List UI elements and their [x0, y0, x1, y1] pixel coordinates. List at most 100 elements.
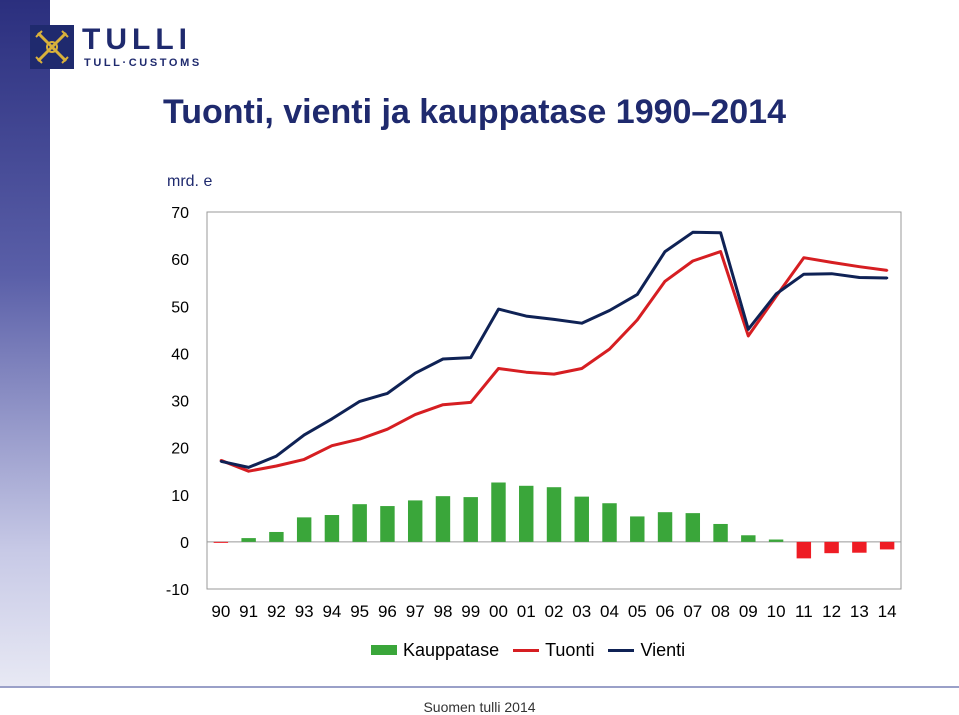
kauppatase-bar [657, 512, 673, 542]
kauppatase-bar [296, 517, 312, 542]
tuonti-point [830, 261, 833, 264]
vienti-point [275, 454, 278, 458]
kauppatase-bar [352, 504, 367, 542]
vienti-point [747, 328, 750, 331]
tuonti-point [636, 318, 639, 322]
kauppatase-bar [380, 506, 395, 542]
tuonti-point [330, 444, 334, 447]
kauppatase-bar [796, 541, 812, 559]
x-tick-label: 07 [683, 602, 702, 621]
x-tick-label: 91 [239, 602, 258, 621]
x-tick-label: 01 [517, 602, 536, 621]
y-tick-label: 70 [171, 205, 189, 222]
x-tick-label: 11 [795, 602, 813, 621]
vienti-point [885, 276, 889, 280]
x-tick-label: 92 [267, 602, 286, 621]
x-tick-label: 98 [433, 602, 452, 621]
x-tick-label: 99 [461, 602, 480, 621]
vienti-point [219, 460, 223, 463]
vienti-point [497, 307, 500, 311]
x-tick-label: 97 [406, 602, 425, 621]
x-tick-label: 04 [600, 602, 619, 621]
vienti-point [580, 322, 583, 325]
vienti-point [414, 371, 417, 375]
tuonti-point [663, 280, 667, 283]
tuonti-point [497, 367, 500, 370]
tuonti-point [885, 269, 889, 272]
kauppatase-bar [241, 538, 256, 542]
vienti-point [358, 400, 361, 403]
vienti-point [441, 357, 445, 361]
vienti-point [330, 417, 334, 421]
y-tick-label: 50 [171, 299, 189, 316]
vienti-point [830, 272, 833, 275]
legend-swatch-tuonti [513, 648, 540, 652]
tuonti-point [691, 259, 694, 263]
vienti-point [525, 314, 528, 318]
kauppatase-bar [324, 515, 340, 542]
tuonti-point [525, 371, 528, 374]
tuonti-point [802, 256, 806, 259]
kauppatase-bar [741, 535, 756, 542]
vienti-point [247, 466, 250, 469]
tuonti-point [580, 367, 583, 370]
x-tick-label: 93 [295, 602, 314, 621]
kauppatase-bar [852, 541, 867, 553]
y-tick-label: 40 [171, 346, 189, 363]
vienti-point [663, 250, 667, 253]
x-tick-label: 95 [350, 602, 369, 621]
vienti-point [719, 231, 722, 234]
kauppatase-bar [491, 482, 506, 542]
x-tick-label: 03 [572, 602, 591, 621]
tuonti-point [858, 265, 861, 268]
x-tick-label: 06 [656, 602, 675, 621]
x-tick-label: 94 [322, 602, 341, 621]
tuonti-point [414, 413, 417, 416]
side-decoration-band [0, 0, 50, 688]
kauppatase-bar [768, 539, 784, 542]
x-tick-label: 13 [850, 602, 869, 621]
legend-item-tuonti: Tuonti [513, 640, 594, 661]
tuonti-point [358, 437, 361, 441]
kauppatase-bar [574, 496, 589, 542]
page-title: Tuonti, vienti ja kauppatase 1990–2014 [163, 93, 786, 131]
tuonti-point [275, 464, 278, 468]
vienti-point [386, 392, 389, 395]
legend-item-vienti: Vienti [608, 640, 685, 661]
kauppatase-bar [824, 541, 839, 554]
legend-label-tuonti: Tuonti [545, 639, 595, 660]
kauppatase-bar [463, 497, 478, 542]
vienti-point [802, 273, 806, 276]
y-tick-label: 0 [180, 535, 189, 552]
legend-swatch-vienti [608, 648, 635, 652]
x-tick-label: 09 [739, 602, 758, 621]
y-tick-label: 60 [171, 252, 189, 269]
legend-label-kauppatase: Kauppatase [403, 639, 500, 660]
legend-item-kauppatase: Kauppatase [371, 640, 499, 661]
y-tick-label: -10 [166, 582, 189, 599]
kauppatase-bar [630, 516, 645, 542]
vienti-point [636, 293, 639, 296]
vienti-line [220, 230, 888, 469]
footer-text: Suomen tulli 2014 [423, 699, 536, 715]
x-tick-label: 05 [628, 602, 647, 621]
kauppatase-bar [602, 503, 617, 542]
vienti-point [552, 318, 556, 321]
customs-emblem-icon [30, 25, 74, 69]
vienti-point [608, 309, 611, 312]
vienti-point [469, 356, 472, 359]
x-tick-label: 14 [878, 602, 897, 621]
vienti-point [691, 231, 694, 234]
x-tick-label: 96 [378, 602, 397, 621]
tuonti-point [469, 401, 472, 404]
vienti-point [774, 292, 778, 296]
chart-legend: Kauppatase Tuonti Vienti [371, 639, 699, 661]
kauppatase-bar [879, 541, 895, 550]
y-tick-label: 20 [171, 441, 189, 458]
tuonti-point [302, 458, 306, 461]
tuonti-point [441, 403, 445, 406]
tuonti-point [608, 347, 611, 351]
x-tick-label: 12 [822, 602, 841, 621]
kauppatase-bar [213, 541, 229, 543]
